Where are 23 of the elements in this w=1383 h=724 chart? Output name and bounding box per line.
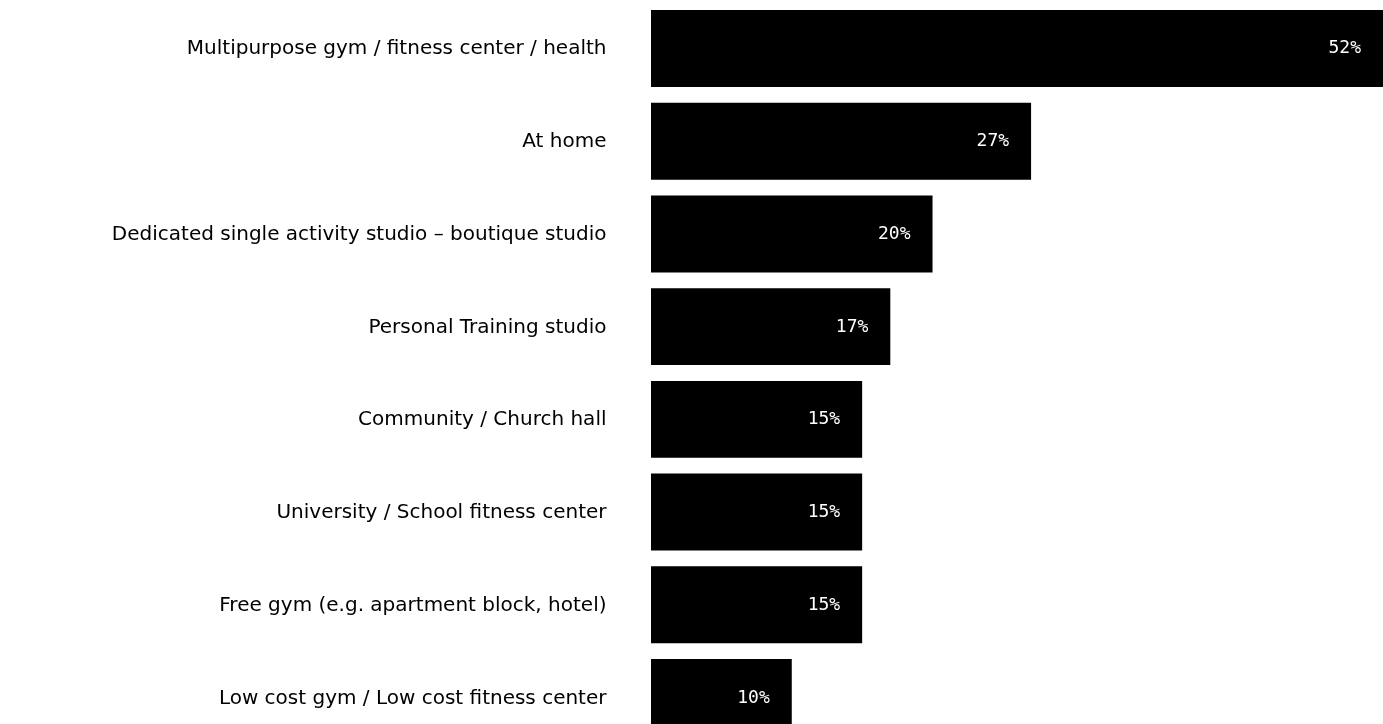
y-tick-label: University / School fitness center <box>276 499 608 524</box>
y-tick-label: At home <box>522 128 607 153</box>
bar <box>651 195 933 273</box>
y-tick-label: Free gym (e.g. apartment block, hotel) <box>219 591 607 616</box>
data-label: 17% <box>835 314 869 336</box>
bar <box>651 288 891 366</box>
bar <box>651 473 863 551</box>
y-tick-label: Community / Church hall <box>358 406 607 431</box>
data-label: 15% <box>807 407 841 429</box>
bar <box>651 566 863 644</box>
data-label: 20% <box>878 221 911 243</box>
data-label: 52% <box>1328 36 1362 58</box>
bar <box>651 10 1383 87</box>
bar <box>651 102 1032 180</box>
y-tick-label: Multipurpose gym / fitness center / health <box>186 35 607 60</box>
data-label: 10% <box>737 685 770 707</box>
y-tick-label: Dedicated single activity studio – boutique studio <box>111 220 607 245</box>
y-tick-label: Personal Training studio <box>368 313 607 338</box>
bar <box>651 380 863 458</box>
data-label: 27% <box>976 129 1010 151</box>
data-label: 15% <box>807 592 841 614</box>
data-label: 15% <box>807 500 841 522</box>
y-tick-label: Low cost gym / Low cost fitness center <box>218 684 608 709</box>
